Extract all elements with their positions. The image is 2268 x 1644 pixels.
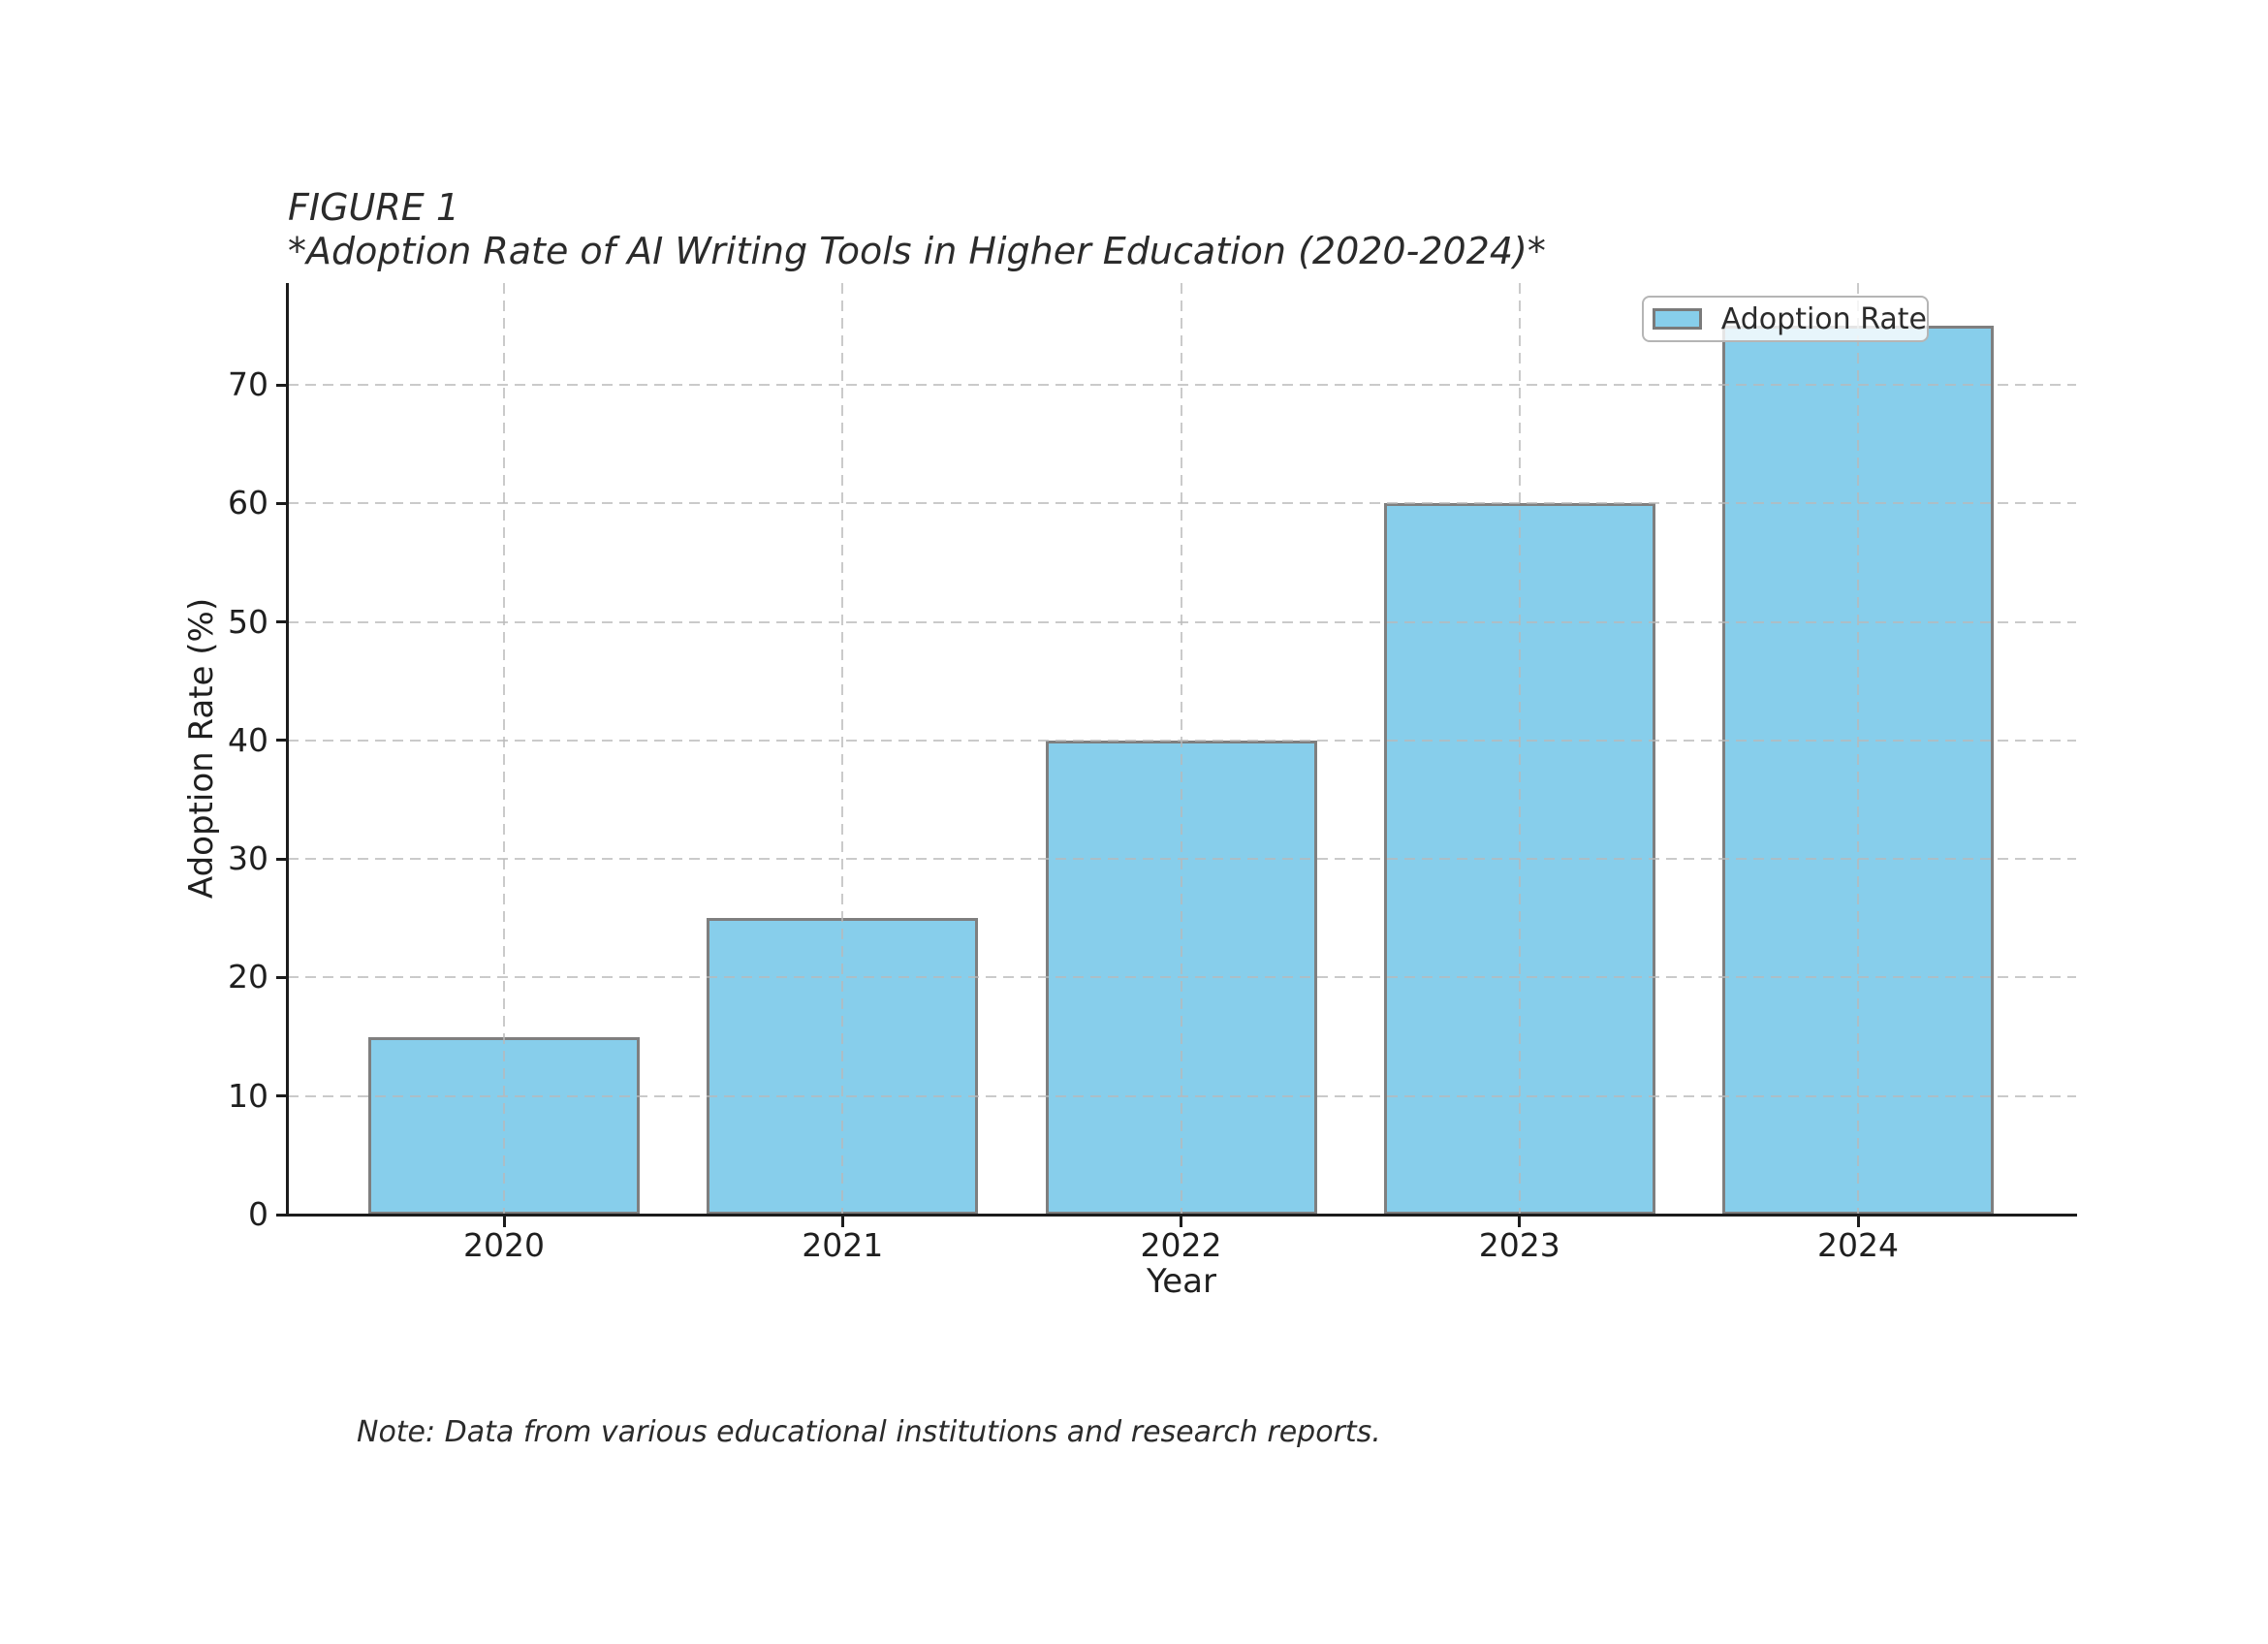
gridline-x-2021 <box>841 283 844 1215</box>
gridline-x-2023 <box>1518 283 1521 1215</box>
y-tick-50 <box>276 620 287 624</box>
x-tick-2024 <box>1856 1217 1860 1227</box>
figure-note: Note: Data from various educational inst… <box>357 1415 1381 1449</box>
grid-layer <box>288 283 2076 1215</box>
y-tick-70 <box>276 383 287 387</box>
x-tick-label-2023: 2023 <box>1478 1226 1560 1264</box>
y-tick-label-10: 10 <box>228 1076 268 1115</box>
y-tick-20 <box>276 975 287 979</box>
y-tick-10 <box>276 1094 287 1098</box>
y-tick-label-50: 50 <box>228 602 268 641</box>
y-axis-spine <box>286 283 289 1217</box>
y-tick-label-60: 60 <box>228 484 268 522</box>
y-tick-30 <box>276 857 287 861</box>
gridline-y-10 <box>288 1094 2076 1097</box>
x-tick-label-2022: 2022 <box>1140 1226 1222 1264</box>
y-tick-60 <box>276 501 287 505</box>
y-tick-label-40: 40 <box>228 720 268 759</box>
x-axis-spine <box>286 1214 2077 1217</box>
figure-title-line1: FIGURE 1 <box>288 186 459 229</box>
y-tick-label-0: 0 <box>248 1195 268 1233</box>
y-tick-0 <box>276 1213 287 1217</box>
x-tick-2023 <box>1518 1217 1522 1227</box>
y-tick-label-20: 20 <box>228 958 268 996</box>
gridline-y-20 <box>288 976 2076 979</box>
legend-label: Adoption Rate <box>1720 301 1927 336</box>
x-tick-2020 <box>502 1217 506 1227</box>
gridline-y-30 <box>288 858 2076 861</box>
plot-area: 0 10 20 30 40 50 60 70 2020 2021 2022 2023 2024 <box>228 283 2077 1264</box>
x-tick-2022 <box>1180 1217 1182 1227</box>
gridline-x-2024 <box>1857 283 1859 1215</box>
y-tick-40 <box>276 739 287 743</box>
gridline-x-2022 <box>1180 283 1182 1215</box>
y-tick-label-70: 70 <box>228 365 268 404</box>
axis-layer: 0 10 20 30 40 50 60 70 2020 2021 2022 2023 2024 <box>228 283 2077 1264</box>
x-tick-label-2024: 2024 <box>1817 1226 1899 1264</box>
gridline-y-40 <box>288 739 2076 742</box>
legend: Adoption Rate <box>1642 296 1929 342</box>
gridline-y-50 <box>288 620 2076 623</box>
x-tick-label-2021: 2021 <box>802 1226 884 1264</box>
gridline-y-60 <box>288 502 2076 505</box>
x-tick-label-2020: 2020 <box>463 1226 545 1264</box>
gridline-y-70 <box>288 384 2076 387</box>
figure-title-line2: *Adoption Rate of AI Writing Tools in Hi… <box>288 230 1546 272</box>
gridline-x-2020 <box>503 283 505 1215</box>
x-tick-2021 <box>840 1217 844 1227</box>
legend-swatch-adoption-rate <box>1653 308 1702 330</box>
y-tick-label-30: 30 <box>228 839 268 878</box>
figure-title: FIGURE 1 *Adoption Rate of AI Writing To… <box>288 186 1546 273</box>
x-axis-label: Year <box>1147 1262 1216 1301</box>
